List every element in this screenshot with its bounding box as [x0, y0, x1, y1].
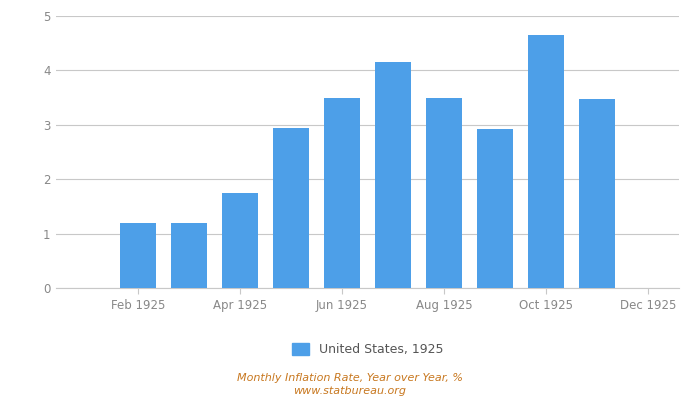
Text: Monthly Inflation Rate, Year over Year, %: Monthly Inflation Rate, Year over Year, … — [237, 373, 463, 383]
Bar — [477, 129, 513, 288]
Bar — [426, 98, 462, 288]
Bar — [120, 223, 155, 288]
Text: www.statbureau.org: www.statbureau.org — [293, 386, 407, 396]
Bar — [375, 62, 411, 288]
Bar — [273, 128, 309, 288]
Bar — [580, 99, 615, 288]
Bar — [171, 223, 206, 288]
Bar — [324, 98, 360, 288]
Legend: United States, 1925: United States, 1925 — [291, 343, 444, 356]
Bar — [222, 193, 258, 288]
Bar — [528, 35, 564, 288]
